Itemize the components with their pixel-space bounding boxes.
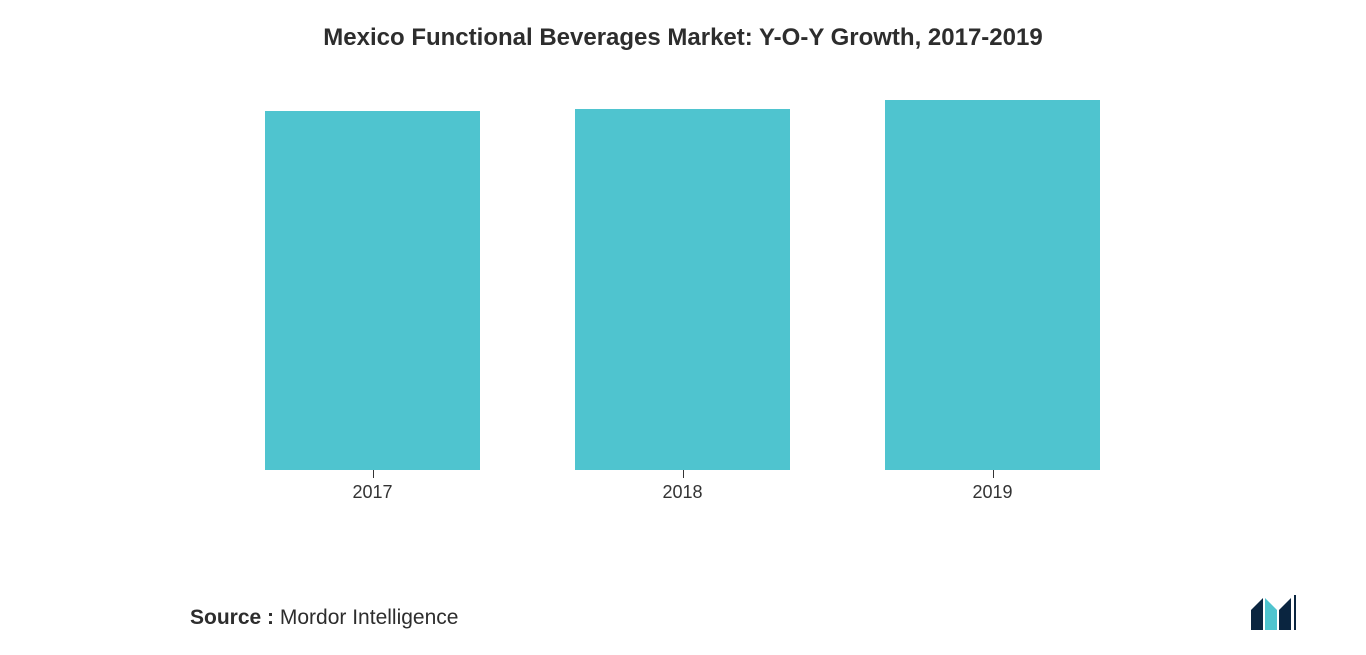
logo-bars-icon — [1251, 598, 1291, 630]
x-label-2019: 2019 — [972, 482, 1012, 503]
mordor-logo-icon — [1251, 590, 1311, 630]
bar-2019 — [885, 100, 1100, 470]
x-tick-2017 — [373, 470, 374, 478]
plot-area — [190, 100, 1170, 470]
source-line: Source : Mordor Intelligence — [190, 606, 458, 630]
chart-title: Mexico Functional Beverages Market: Y-O-… — [0, 24, 1366, 52]
source-label: Source : — [190, 606, 274, 629]
chart-container: Mexico Functional Beverages Market: Y-O-… — [0, 0, 1366, 655]
source-value: Mordor Intelligence — [274, 606, 458, 629]
x-label-2017: 2017 — [352, 482, 392, 503]
x-axis: 2017 2018 2019 — [190, 470, 1170, 510]
x-label-2018: 2018 — [662, 482, 702, 503]
bar-2018 — [575, 109, 790, 470]
x-tick-2018 — [683, 470, 684, 478]
x-tick-2019 — [993, 470, 994, 478]
bar-2017 — [265, 111, 480, 470]
